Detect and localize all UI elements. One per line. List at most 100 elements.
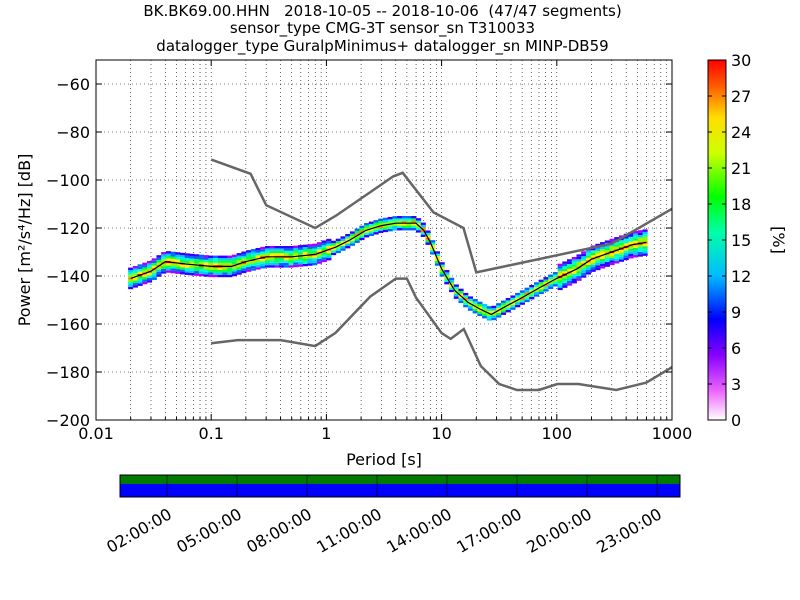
heatmap-cell bbox=[132, 270, 138, 274]
heatmap-cell bbox=[165, 263, 171, 266]
heatmap-cell bbox=[180, 257, 186, 261]
heatmap-cell bbox=[208, 274, 214, 278]
heatmap-cell bbox=[552, 281, 558, 285]
heatmap-cell bbox=[161, 266, 167, 269]
heatmap-cell bbox=[642, 229, 648, 232]
colorbar-tick-label: 24 bbox=[731, 123, 751, 142]
heatmap-cell bbox=[600, 246, 606, 250]
heatmap-cell bbox=[137, 269, 143, 272]
heatmap-cell bbox=[633, 245, 639, 248]
heatmap-cell bbox=[222, 262, 228, 266]
heatmap-cell bbox=[618, 242, 625, 246]
heatmap-cell bbox=[255, 255, 261, 258]
heatmap-cell bbox=[406, 225, 412, 228]
availability-time-label: 23:00:00 bbox=[593, 504, 665, 556]
heatmap-cell bbox=[533, 289, 540, 292]
heatmap-cell bbox=[307, 251, 313, 254]
heatmap-cell bbox=[269, 248, 275, 251]
heatmap-cell bbox=[302, 249, 308, 252]
heatmap-cell bbox=[203, 257, 209, 260]
heatmap-cell bbox=[628, 251, 634, 254]
heatmap-cell bbox=[453, 289, 459, 292]
heatmap-cell bbox=[392, 223, 398, 226]
heatmap-cell bbox=[444, 279, 450, 282]
heatmap-cell bbox=[302, 259, 308, 262]
heatmap-cell bbox=[449, 282, 455, 285]
heatmap-cell bbox=[472, 303, 478, 307]
heatmap-cell bbox=[142, 265, 148, 268]
heatmap-cell bbox=[264, 250, 271, 254]
heatmap-cell bbox=[198, 259, 205, 262]
heatmap-cell bbox=[562, 261, 568, 264]
heatmap-cell bbox=[378, 221, 384, 224]
heatmap-cell bbox=[496, 315, 502, 318]
heatmap-cell bbox=[567, 266, 573, 269]
heatmap-cell bbox=[500, 307, 507, 311]
heatmap-cell bbox=[307, 248, 313, 252]
heatmap-cell bbox=[491, 310, 497, 313]
heatmap-cell bbox=[378, 218, 384, 222]
heatmap-cell bbox=[458, 298, 464, 301]
heatmap-cell bbox=[623, 243, 629, 246]
heatmap-cell bbox=[194, 271, 200, 274]
heatmap-cell bbox=[491, 317, 497, 321]
heatmap-cell bbox=[420, 224, 426, 228]
heatmap-cell bbox=[302, 263, 308, 267]
heatmap-cell bbox=[321, 245, 327, 248]
heatmap-cell bbox=[524, 297, 530, 300]
heatmap-cell bbox=[241, 251, 247, 254]
heatmap-cell bbox=[194, 273, 200, 276]
heatmap-cell bbox=[316, 254, 323, 257]
x-tick-label: 10 bbox=[431, 424, 451, 443]
heatmap-cell bbox=[567, 261, 573, 265]
heatmap-cell bbox=[316, 258, 323, 262]
heatmap-cell bbox=[581, 253, 587, 257]
heatmap-cell bbox=[463, 297, 469, 301]
heatmap-cell bbox=[595, 265, 601, 268]
heatmap-cell bbox=[331, 245, 337, 248]
heatmap-cell bbox=[548, 286, 554, 289]
heatmap-cell bbox=[486, 306, 492, 309]
heatmap-cell bbox=[581, 268, 587, 271]
heatmap-cell bbox=[142, 279, 148, 282]
heatmap-cell bbox=[637, 254, 643, 257]
heatmap-cell bbox=[293, 259, 299, 263]
heatmap-cell bbox=[321, 259, 327, 263]
heatmap-cell bbox=[562, 283, 568, 286]
heatmap-cell bbox=[250, 265, 256, 269]
heatmap-cell bbox=[142, 274, 148, 278]
heatmap-cell bbox=[198, 261, 205, 265]
gap-band bbox=[120, 475, 680, 484]
heatmap-cell bbox=[623, 257, 629, 261]
heatmap-cell bbox=[170, 254, 176, 257]
heatmap-cell bbox=[274, 258, 280, 261]
heatmap-cell bbox=[510, 297, 516, 301]
heatmap-cell bbox=[156, 271, 162, 275]
chart-title-line-3: datalogger_type GuralpMinimus+ datalogge… bbox=[156, 37, 609, 55]
heatmap-cell bbox=[142, 267, 148, 270]
heatmap-cell bbox=[486, 318, 492, 321]
heatmap-cell bbox=[585, 255, 592, 258]
heatmap-cell bbox=[151, 260, 157, 264]
heatmap-cell bbox=[146, 277, 153, 281]
heatmap-cell bbox=[581, 275, 587, 278]
heatmap-cell bbox=[335, 243, 341, 246]
heatmap-cell bbox=[434, 256, 441, 259]
heatmap-cell bbox=[198, 266, 205, 270]
heatmap-cell bbox=[231, 259, 238, 262]
heatmap-cell bbox=[132, 265, 138, 269]
heatmap-cell bbox=[477, 304, 483, 307]
heatmap-cell bbox=[208, 272, 214, 275]
heatmap-cell bbox=[222, 274, 228, 278]
heatmap-cell bbox=[430, 240, 436, 243]
heatmap-cell bbox=[590, 259, 596, 263]
heatmap-cell bbox=[283, 260, 289, 263]
heatmap-cell bbox=[208, 269, 214, 273]
heatmap-cell bbox=[439, 262, 445, 265]
heatmap-cell bbox=[576, 261, 582, 265]
heatmap-cell bbox=[515, 304, 521, 308]
heatmap-cell bbox=[557, 278, 563, 281]
heatmap-cell bbox=[458, 288, 464, 292]
heatmap-cell bbox=[246, 266, 252, 270]
heatmap-cell bbox=[548, 279, 554, 282]
